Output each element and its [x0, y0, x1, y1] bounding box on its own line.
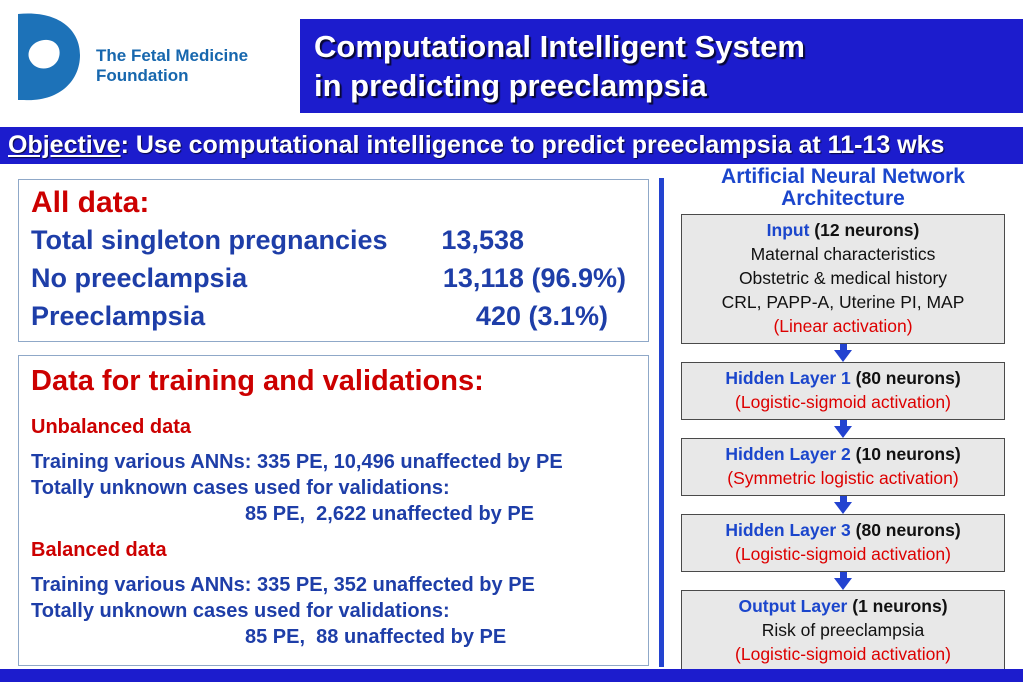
ann-title-line2: Architecture: [781, 187, 905, 210]
layer-name: Input: [766, 220, 810, 240]
layer-name: Hidden Layer 1: [725, 368, 851, 388]
balanced-line3: 85 PE, 88 unaffected by PE: [245, 626, 507, 648]
layer-activation: (Symmetric logistic activation): [727, 468, 959, 488]
layer-name: Hidden Layer 3: [725, 520, 851, 540]
fmf-logo-text: The Fetal Medicine Foundation: [96, 46, 248, 86]
layer-neurons: (80 neurons): [850, 368, 961, 388]
table-row: Total singleton pregnancies 13,538: [31, 221, 636, 259]
ann-title-line1: Artificial Neural Network: [721, 165, 965, 188]
balanced-line1: Training various ANNs: 335 PE, 352 unaff…: [31, 574, 535, 596]
layer-activation: (Logistic-sigmoid activation): [735, 544, 951, 564]
layer-activation: (Logistic-sigmoid activation): [735, 392, 951, 412]
layer-title: Hidden Layer 3 (80 neurons): [684, 518, 1002, 542]
row-value: 420 (3.1%): [475, 301, 608, 331]
balanced-data-label: Balanced data: [31, 539, 167, 561]
ann-layer-hidden2: Hidden Layer 2 (10 neurons) (Symmetric l…: [681, 438, 1005, 496]
table-row: Preeclampsia 420 (3.1%): [31, 297, 636, 335]
down-arrow-icon: [672, 496, 1014, 514]
objective-text: : Use computational intelligence to pred…: [120, 131, 945, 159]
layer-title: Output Layer (1 neurons): [684, 594, 1002, 618]
vertical-divider: [659, 178, 664, 667]
ann-layer-input: Input (12 neurons) Maternal characterist…: [681, 214, 1005, 344]
row-label: Preeclampsia: [31, 301, 206, 331]
ann-architecture: Artificial Neural Network Architecture I…: [672, 166, 1014, 672]
layer-title: Hidden Layer 2 (10 neurons): [684, 442, 1002, 466]
ann-layer-hidden1: Hidden Layer 1 (80 neurons) (Logistic-si…: [681, 362, 1005, 420]
logo-text-line2: Foundation: [96, 66, 189, 85]
layer-neurons: (1 neurons): [847, 596, 948, 616]
layer-name: Output Layer: [738, 596, 848, 616]
bottom-bar: [0, 669, 1023, 682]
row-label: No preeclampsia: [31, 263, 248, 293]
layer-title: Hidden Layer 1 (80 neurons): [684, 366, 1002, 390]
layer-neurons: (80 neurons): [850, 520, 961, 540]
layer-neurons: (10 neurons): [850, 444, 961, 464]
layer-detail: Risk of preeclampsia: [761, 620, 925, 640]
down-arrow-icon: [672, 420, 1014, 438]
layer-detail: CRL, PAPP-A, Uterine PI, MAP: [721, 292, 965, 312]
row-value: 13,118 (96.9%): [442, 263, 626, 293]
all-data-panel: All data: Total singleton pregnancies 13…: [18, 179, 649, 342]
all-data-heading: All data:: [31, 186, 150, 219]
ann-layer-hidden3: Hidden Layer 3 (80 neurons) (Logistic-si…: [681, 514, 1005, 572]
layer-neurons: (12 neurons): [809, 220, 920, 240]
fmf-logo-area: The Fetal Medicine Foundation: [12, 6, 297, 118]
training-panel: Data for training and validations: Unbal…: [18, 355, 649, 666]
fmf-logo-icon: [18, 13, 80, 101]
slide-title-line1: Computational Intelligent System: [314, 29, 805, 64]
unbalanced-line2: Totally unknown cases used for validatio…: [31, 477, 450, 499]
objective-label: Objective: [8, 131, 121, 159]
objective-bar: Objective: Use computational intelligenc…: [0, 127, 1023, 164]
layer-detail: Maternal characteristics: [750, 244, 936, 264]
layer-activation: (Logistic-sigmoid activation): [735, 644, 951, 664]
layer-title: Input (12 neurons): [684, 218, 1002, 242]
down-arrow-icon: [672, 572, 1014, 590]
layer-detail: Obstetric & medical history: [738, 268, 948, 288]
row-value: 13,538: [441, 225, 524, 255]
down-arrow-icon: [672, 344, 1014, 362]
unbalanced-line3: 85 PE, 2,622 unaffected by PE: [245, 503, 535, 525]
layer-activation: (Linear activation): [773, 316, 913, 336]
balanced-line2: Totally unknown cases used for validatio…: [31, 600, 450, 622]
unbalanced-data-label: Unbalanced data: [31, 416, 192, 438]
layer-name: Hidden Layer 2: [725, 444, 851, 464]
slide-title-line2: in predicting preeclampsia: [314, 68, 707, 103]
logo-text-line1: The Fetal Medicine: [96, 46, 249, 65]
table-row: No preeclampsia 13,118 (96.9%): [31, 259, 636, 297]
slide-title-banner: Computational Intelligent System in pred…: [300, 19, 1023, 113]
ann-title: Artificial Neural Network Architecture: [672, 166, 1014, 210]
unbalanced-line1: Training various ANNs: 335 PE, 10,496 un…: [31, 451, 563, 473]
row-label: Total singleton pregnancies: [31, 225, 388, 255]
ann-layer-output: Output Layer (1 neurons) Risk of preecla…: [681, 590, 1005, 672]
training-heading: Data for training and validations:: [31, 365, 484, 397]
